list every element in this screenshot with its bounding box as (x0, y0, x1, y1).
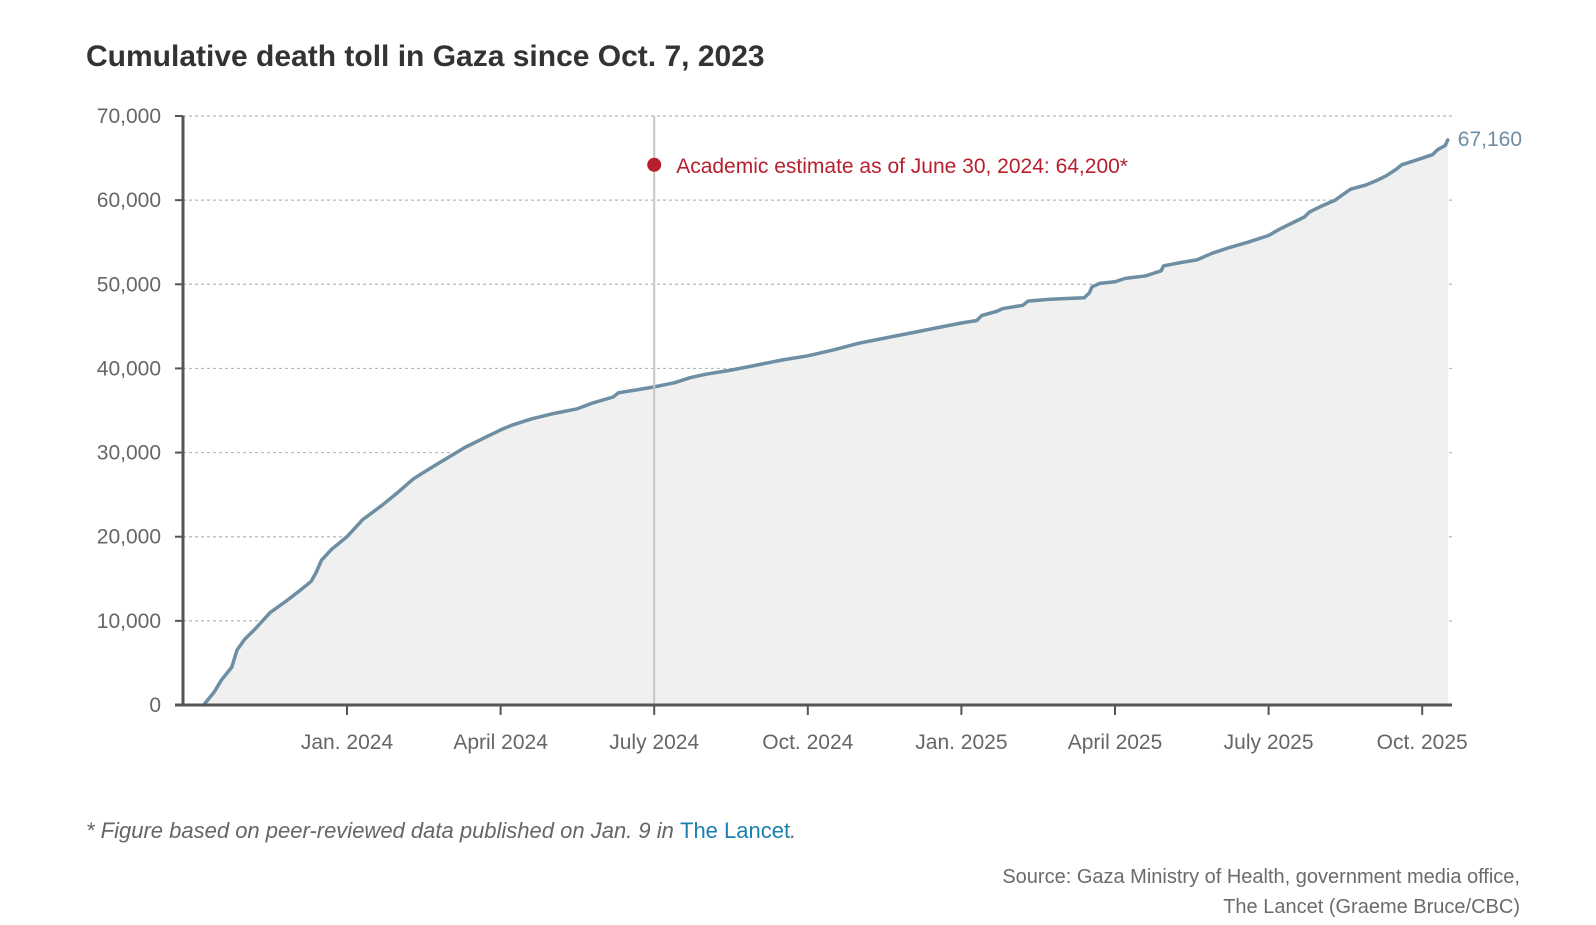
axes (175, 115, 1452, 715)
annotation-label: Academic estimate as of June 30, 2024: 6… (676, 155, 1128, 178)
footnote-text: * Figure based on peer-reviewed data pub… (86, 818, 680, 843)
annotation-dot (647, 157, 662, 172)
chart-svg: 0 10,000 20,000 30,000 40,000 50,000 60,000 70,… (97, 105, 1522, 754)
area-fill (203, 139, 1448, 705)
x-tick-label: Oct. 2025 (1377, 731, 1468, 754)
labels: 0 10,000 20,000 30,000 40,000 50,000 60,000 70,… (97, 105, 1522, 754)
y-tick-label: 50,000 (97, 273, 161, 296)
x-tick-label: Jan. 2024 (301, 731, 394, 754)
series-line (201, 138, 1450, 707)
end-value-label: 67,160 (1458, 128, 1522, 151)
y-tick-label: 30,000 (97, 442, 161, 465)
footnote: * Figure based on peer-reviewed data pub… (86, 818, 796, 844)
lancet-link[interactable]: The Lancet (680, 818, 791, 843)
y-tick-label: 40,000 (97, 357, 161, 380)
x-tick-label: April 2025 (1068, 731, 1163, 754)
chart-title: Cumulative death toll in Gaza since Oct.… (86, 40, 765, 73)
area-layer (201, 138, 1450, 707)
x-tick-label: April 2024 (453, 731, 548, 754)
y-tick-label: 10,000 (97, 610, 161, 633)
y-tick-label: 60,000 (97, 189, 161, 212)
source-line-1: Source: Gaza Ministry of Health, governm… (1002, 866, 1520, 888)
y-tick-label: 0 (149, 694, 161, 717)
x-tick-label: July 2024 (609, 731, 699, 754)
y-tick-label: 70,000 (97, 105, 161, 128)
x-tick-label: Jan. 2025 (915, 731, 1007, 754)
x-tick-label: Oct. 2024 (762, 731, 853, 754)
footnote-end: . (790, 818, 797, 843)
source-line-2: The Lancet (Graeme Bruce/CBC) (1223, 896, 1520, 918)
source-credit: Source: Gaza Ministry of Health, governm… (1002, 862, 1520, 922)
y-tick-label: 20,000 (97, 526, 161, 549)
x-tick-label: July 2025 (1224, 731, 1314, 754)
